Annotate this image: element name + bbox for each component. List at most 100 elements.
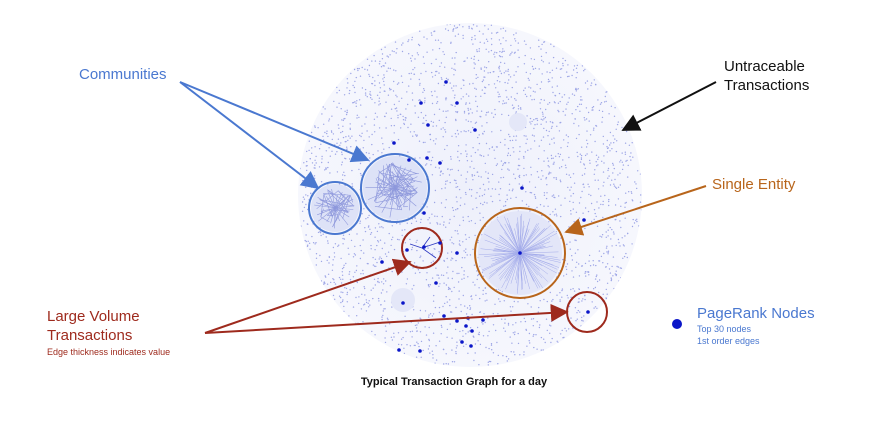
transaction-dot [307,245,308,246]
transaction-dot [314,178,315,179]
transaction-dot [519,175,520,176]
transaction-dot [463,278,464,279]
transaction-dot [379,127,380,128]
transaction-dot [476,49,477,50]
transaction-dot [324,283,325,284]
transaction-dot [444,129,445,130]
transaction-dot [465,181,466,182]
transaction-dot [451,257,452,258]
transaction-dot [486,67,487,68]
transaction-dot [579,111,580,112]
transaction-dot [485,347,486,348]
transaction-dot [442,306,443,307]
transaction-dot [484,93,485,94]
transaction-dot [379,92,380,93]
transaction-dot [407,152,408,153]
transaction-dot [614,107,615,108]
transaction-dot [450,156,451,157]
transaction-dot [432,357,433,358]
transaction-dot [319,255,320,256]
transaction-dot [485,322,486,323]
transaction-dot [435,268,436,269]
transaction-dot [620,206,621,207]
transaction-dot [546,52,547,53]
transaction-dot [445,181,446,182]
transaction-dot [447,110,448,111]
transaction-dot [610,142,611,143]
transaction-dot [495,330,496,331]
transaction-dot [441,188,442,189]
transaction-dot [582,213,583,214]
transaction-dot [555,156,556,157]
transaction-dot [465,104,466,105]
transaction-dot [368,306,369,307]
transaction-dot [612,275,613,276]
transaction-dot [455,260,456,261]
transaction-dot [328,147,329,148]
transaction-dot [347,140,348,141]
transaction-dot [606,251,607,252]
transaction-dot [573,123,574,124]
transaction-dot [347,82,348,83]
transaction-dot [515,197,516,198]
transaction-dot [395,108,396,109]
transaction-dot [548,165,549,166]
transaction-dot [595,265,596,266]
transaction-dot [389,54,390,55]
transaction-dot [327,243,328,244]
transaction-dot [624,256,625,257]
transaction-dot [445,111,446,112]
transaction-dot [502,56,503,57]
transaction-dot [432,351,433,352]
transaction-dot [541,99,542,100]
transaction-dot [556,177,557,178]
transaction-dot [339,90,340,91]
transaction-dot [540,124,541,125]
transaction-dot [432,126,433,127]
transaction-dot [367,69,368,70]
transaction-dot [565,114,566,115]
transaction-dot [314,125,315,126]
transaction-dot [606,231,607,232]
transaction-dot [360,273,361,274]
transaction-dot [557,110,558,111]
transaction-dot [585,271,586,272]
transaction-dot [362,67,363,68]
transaction-dot [439,341,440,342]
transaction-dot [447,266,448,267]
transaction-dot [476,122,477,123]
transaction-dot [524,318,525,319]
transaction-dot [507,168,508,169]
transaction-dot [632,142,633,143]
transaction-dot [426,52,427,53]
transaction-dot [461,267,462,268]
transaction-dot [452,361,453,362]
transaction-dot [300,225,301,226]
transaction-dot [582,175,583,176]
transaction-dot [366,130,367,131]
transaction-dot [609,268,610,269]
transaction-dot [584,273,585,274]
transaction-dot [392,339,393,340]
transaction-dot [531,306,532,307]
transaction-dot [555,209,556,210]
transaction-dot [514,334,515,335]
transaction-dot [606,237,607,238]
transaction-dot [431,32,432,33]
transaction-dot [342,126,343,127]
transaction-dot [314,167,315,168]
transaction-dot [558,103,559,104]
transaction-dot [442,51,443,52]
transaction-dot [513,75,514,76]
transaction-dot [449,288,450,289]
transaction-dot [392,237,393,238]
transaction-dot [515,100,516,101]
transaction-dot [585,263,586,264]
transaction-dot [503,28,504,29]
transaction-dot [384,300,385,301]
transaction-dot [586,107,587,108]
transaction-dot [416,250,417,251]
transaction-dot [534,140,535,141]
transaction-dot [334,252,335,253]
transaction-dot [402,42,403,43]
